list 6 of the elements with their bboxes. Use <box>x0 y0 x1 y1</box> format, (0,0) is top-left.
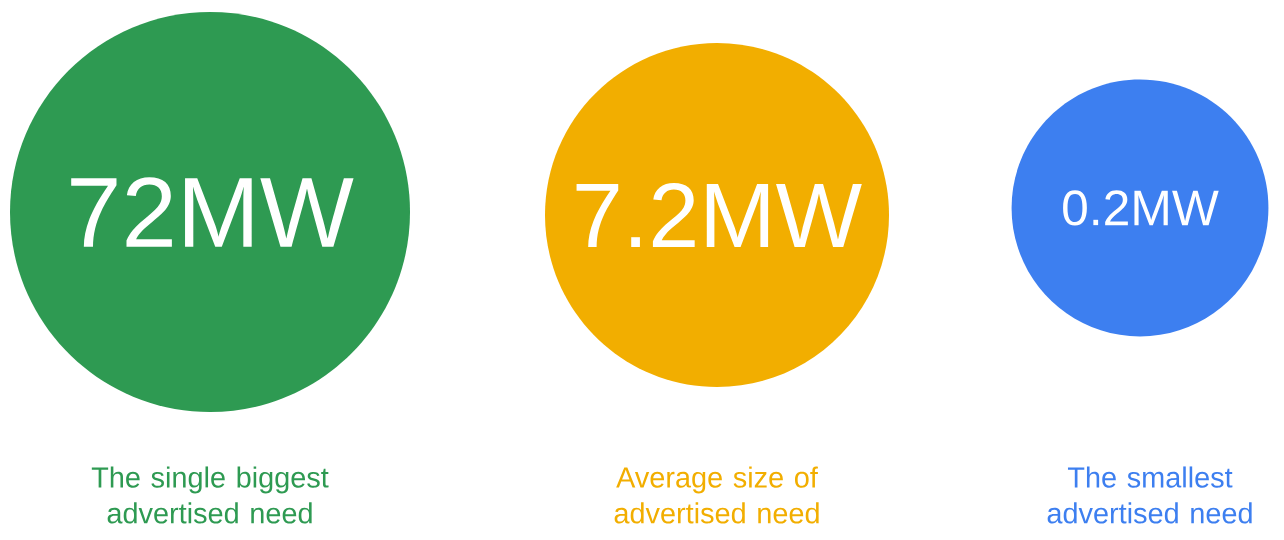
data-label: 7.2MW <box>576 182 862 247</box>
category-label: The smallest advertised need <box>1047 466 1252 524</box>
category-label: Average size of advertised need <box>614 466 819 524</box>
data-label: 0.2MW <box>1063 190 1219 226</box>
category-label: The single biggest advertised need <box>91 466 329 524</box>
data-label: 72MW <box>71 177 354 247</box>
